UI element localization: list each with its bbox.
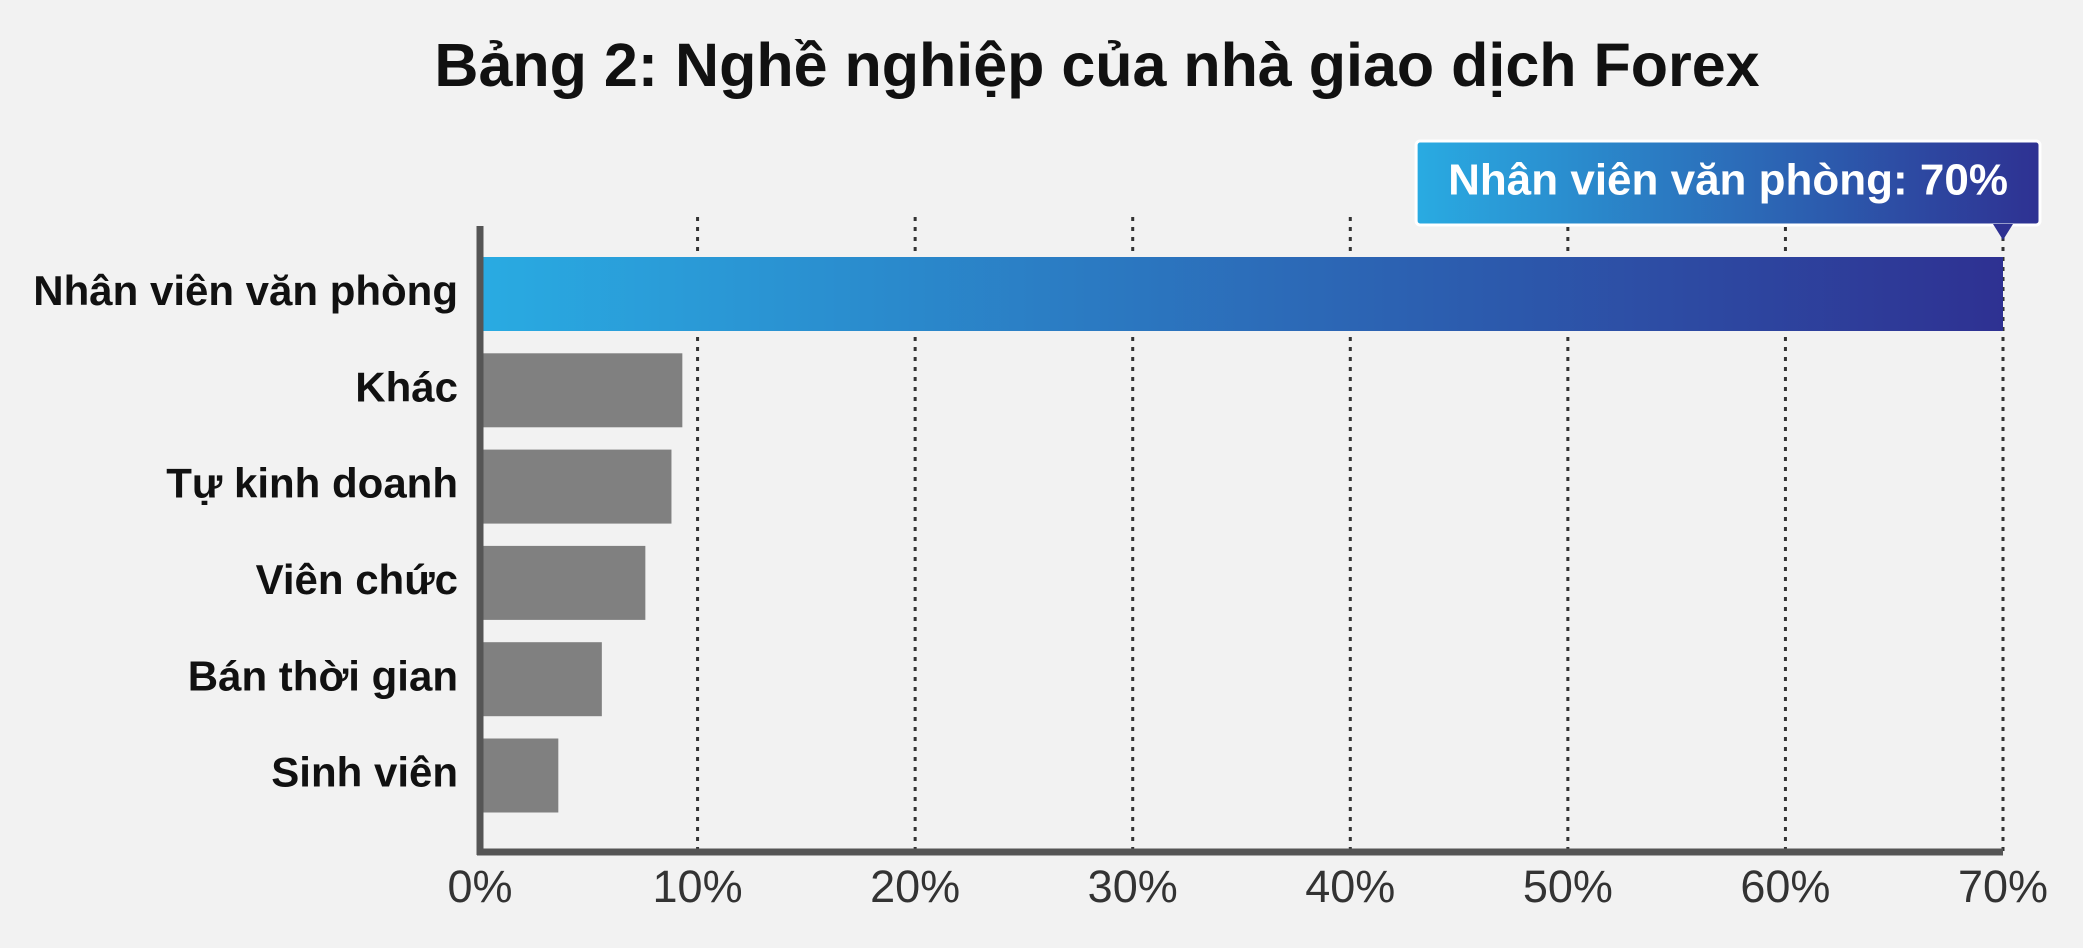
x-tick-label: 20%	[870, 861, 960, 912]
y-tick-label: Khác	[355, 363, 458, 410]
y-tick-label: Tự kinh doanh	[166, 460, 458, 507]
bar	[480, 738, 559, 813]
x-tick-label: 70%	[1958, 861, 2048, 912]
x-tick-label: 0%	[447, 861, 512, 912]
y-tick-label: Sinh viên	[271, 749, 458, 796]
x-tick-label: 60%	[1740, 861, 1830, 912]
callout-box	[1414, 139, 2042, 227]
chart-title: Bảng 2: Nghề nghiệp của nhà giao dịch Fo…	[434, 31, 1759, 99]
bar	[480, 642, 602, 717]
callout: Nhân viên văn phòng: 70%	[1414, 139, 2042, 240]
x-tick-label: 40%	[1305, 861, 1395, 912]
bar	[480, 353, 683, 428]
y-tick-label: Bán thời gian	[188, 652, 458, 699]
callout-pointer	[1993, 224, 2013, 240]
data-label: Nhân viên văn phòng: 70%	[1448, 156, 2008, 205]
y-tick-label: Viên chức	[256, 556, 458, 603]
x-tick-label: 10%	[653, 861, 743, 912]
x-tick-label: 50%	[1523, 861, 1613, 912]
y-tick-label: Nhân viên văn phòng	[33, 267, 458, 314]
bar	[480, 545, 646, 620]
x-tick-label: 30%	[1088, 861, 1178, 912]
bar	[480, 449, 672, 524]
bar	[480, 257, 2003, 331]
